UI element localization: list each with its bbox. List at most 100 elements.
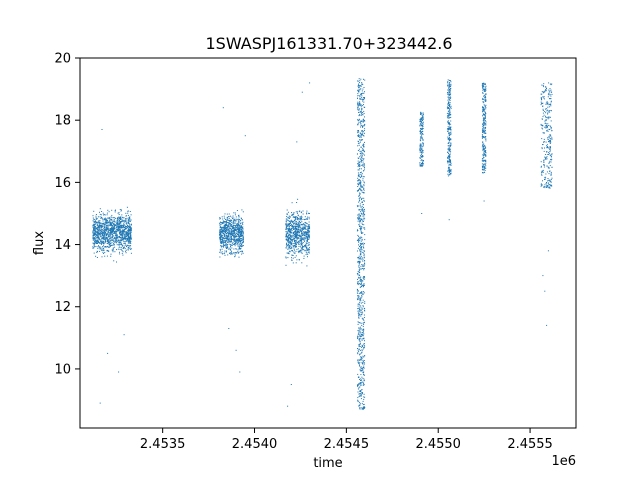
data-point — [447, 148, 449, 150]
data-point — [285, 239, 287, 241]
data-point — [361, 191, 363, 193]
data-point — [285, 264, 287, 266]
data-point — [546, 109, 548, 111]
data-point — [363, 260, 365, 262]
data-point — [242, 234, 244, 236]
data-point — [230, 241, 232, 242]
data-point — [111, 214, 113, 216]
data-point — [419, 151, 421, 153]
data-point — [361, 164, 363, 166]
data-point — [113, 226, 115, 228]
data-point — [301, 251, 303, 253]
data-point — [541, 173, 543, 175]
data-point — [484, 105, 486, 107]
data-point — [106, 225, 108, 227]
data-point — [125, 231, 127, 233]
data-point — [359, 261, 361, 263]
data-point — [291, 239, 293, 241]
data-point — [360, 242, 362, 244]
data-point — [235, 349, 237, 351]
data-point — [123, 230, 124, 232]
data-point — [230, 232, 232, 234]
data-point — [291, 214, 292, 216]
data-point — [224, 226, 226, 228]
data-point — [237, 240, 239, 242]
data-point — [484, 145, 486, 147]
data-point — [101, 231, 103, 233]
data-point — [542, 116, 544, 118]
data-point — [361, 368, 363, 370]
data-point — [221, 216, 223, 218]
data-point — [104, 218, 106, 220]
data-point — [422, 159, 423, 161]
data-point — [358, 209, 360, 211]
data-point — [237, 223, 239, 225]
data-point — [110, 222, 112, 224]
data-point — [294, 234, 295, 236]
data-point — [485, 93, 487, 95]
data-point — [449, 170, 450, 172]
data-point — [92, 247, 94, 249]
data-point — [543, 164, 545, 166]
data-point — [240, 229, 242, 231]
data-point — [301, 237, 303, 239]
data-point — [295, 232, 297, 234]
data-point — [297, 224, 299, 226]
data-point — [106, 222, 108, 224]
data-point — [360, 106, 362, 108]
data-point — [362, 329, 364, 331]
data-point — [448, 172, 450, 173]
data-point — [309, 227, 311, 229]
data-point — [234, 255, 236, 257]
data-point — [543, 164, 545, 166]
data-point — [358, 277, 360, 279]
data-point — [361, 384, 363, 386]
data-point — [549, 148, 551, 150]
data-point — [111, 239, 113, 241]
data-point — [359, 279, 361, 281]
data-point — [292, 236, 294, 238]
data-point — [114, 232, 116, 234]
data-point — [226, 247, 227, 249]
data-point — [100, 226, 102, 227]
data-point — [238, 256, 240, 258]
data-point — [105, 218, 107, 220]
data-point — [95, 242, 97, 244]
data-point — [102, 241, 104, 243]
data-point — [227, 235, 229, 237]
data-point — [359, 182, 361, 184]
data-point — [106, 233, 107, 235]
data-point — [221, 230, 223, 232]
data-point — [363, 323, 365, 325]
data-point — [421, 156, 423, 158]
data-point — [130, 227, 132, 229]
data-point — [297, 250, 299, 252]
data-point — [114, 246, 116, 248]
data-point — [358, 208, 360, 210]
data-point — [102, 235, 104, 236]
data-point — [360, 183, 362, 185]
data-point — [294, 220, 296, 222]
data-point — [96, 241, 98, 243]
x-axis-ticks: 2.4535 2.4540 2.4545 2.4550 2.4555 — [140, 428, 553, 452]
data-point — [362, 306, 364, 308]
data-point — [92, 233, 94, 235]
data-point — [117, 229, 118, 230]
data-point — [360, 136, 362, 138]
data-point — [116, 261, 117, 263]
data-point — [122, 239, 124, 241]
data-point — [363, 168, 365, 170]
data-point — [225, 221, 227, 223]
data-point — [231, 244, 233, 246]
data-point — [302, 247, 303, 249]
data-point — [298, 225, 300, 227]
data-point — [358, 205, 360, 207]
data-point — [223, 222, 225, 224]
data-point — [447, 96, 449, 98]
data-point — [485, 97, 487, 99]
data-point — [104, 217, 106, 219]
data-point — [543, 97, 545, 99]
data-point — [237, 249, 239, 251]
data-point — [104, 223, 106, 225]
data-point — [551, 137, 553, 139]
